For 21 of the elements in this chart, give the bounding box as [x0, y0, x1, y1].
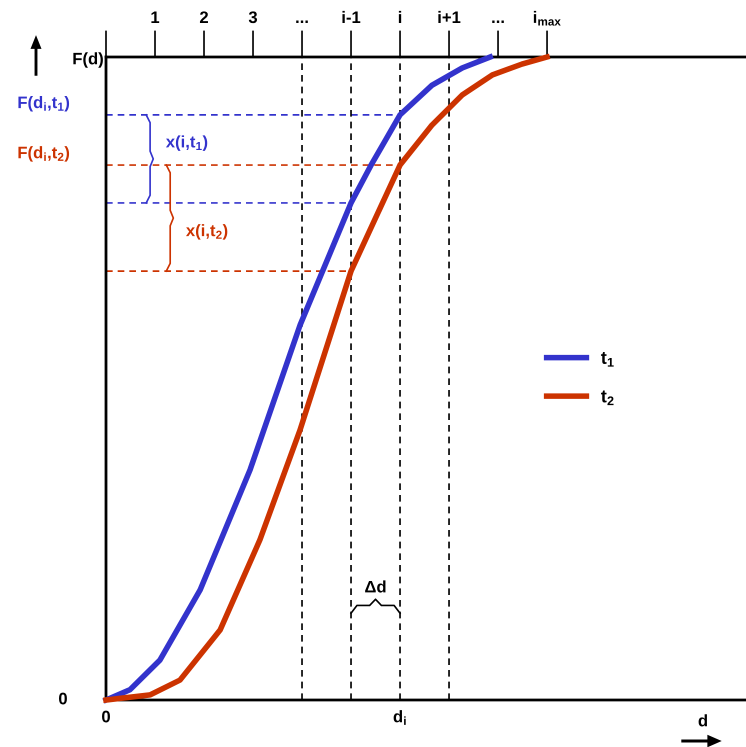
x-tick-label: ...	[492, 20, 504, 23]
x-tick-label: 1	[151, 12, 160, 23]
x-tick-label: i$_{max}$	[534, 10, 561, 26]
ref-line-label: F(d$_{i}$,t$_{2}$)	[18, 146, 70, 162]
x-tick-label: ...	[296, 20, 308, 23]
legend-label: t$_{2}$	[601, 390, 614, 406]
y-axis-title: F(d)	[73, 52, 103, 68]
x-tick-label: i-1	[342, 10, 360, 23]
text: 0	[102, 710, 110, 722]
text: d$_{i}$	[394, 710, 406, 725]
text: 0	[58, 692, 67, 704]
annotation: x(i,t$_{1}$)	[166, 135, 208, 151]
x-tick-label: 3	[248, 11, 258, 24]
x-tick-label: i	[398, 10, 402, 23]
ref-line-label: F(d$_{i}$,t$_{1}$)	[18, 96, 70, 112]
x-tick-label: i+1	[438, 10, 460, 23]
x-tick-label: 2	[200, 11, 208, 23]
annotation: Δd	[365, 580, 386, 593]
annotation: x(i,t$_{2}$)	[186, 224, 228, 240]
legend-label: t$_{1}$	[601, 352, 614, 367]
x-axis-title: d	[698, 714, 707, 726]
